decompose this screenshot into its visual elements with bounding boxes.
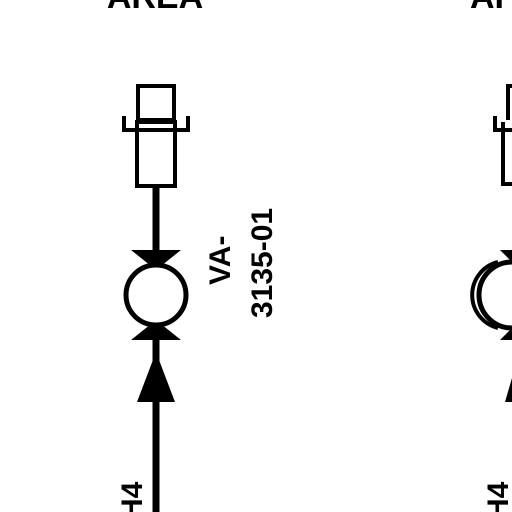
line-label-left: H4 bbox=[116, 481, 149, 512]
valve-actuator-icon bbox=[122, 84, 190, 188]
valve-assembly-left[interactable] bbox=[122, 84, 190, 512]
area-label-left: AREA bbox=[107, 0, 203, 16]
valve-assembly-right[interactable] bbox=[470, 84, 512, 402]
line-label-right: H4 bbox=[482, 481, 512, 512]
valve-tag: VA- 3135-01 bbox=[204, 208, 279, 318]
area-label-right: AI bbox=[470, 0, 504, 16]
valve-actuator-icon bbox=[493, 84, 512, 186]
flow-arrow-up-icon bbox=[137, 352, 175, 402]
flow-arrow-up-icon bbox=[505, 378, 512, 402]
valve-tag-line1: VA- bbox=[204, 236, 237, 285]
ball-valve-icon bbox=[470, 250, 512, 340]
ball-valve-icon bbox=[123, 250, 189, 340]
valve-tag-line2: 3135-01 bbox=[246, 208, 279, 318]
